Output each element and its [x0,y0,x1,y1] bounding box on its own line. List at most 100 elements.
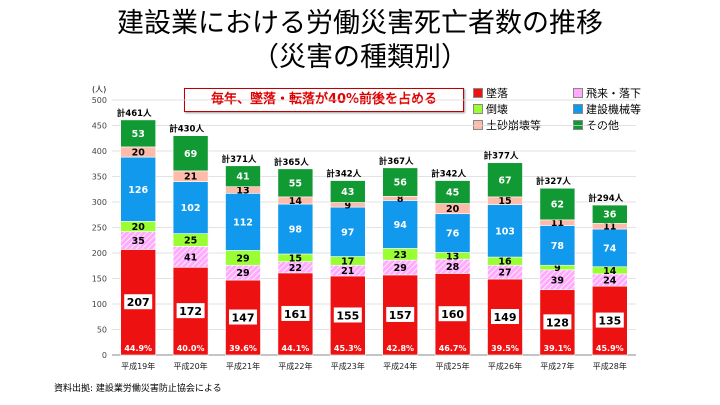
value-label-collapse: 25 [184,235,197,246]
legend-swatch-landslide [473,120,483,130]
value-label-fall: 161 [284,308,307,321]
total-label: 計461人 [117,108,152,119]
value-label-box [333,307,362,323]
value-label-box [124,294,153,310]
value-label-landslide: 21 [184,172,197,183]
legend-label-collapse: 倒壊 [486,103,508,116]
fall-share-label: 39.6% [229,344,257,353]
value-label-machine: 97 [341,227,354,238]
y-tick-label: 250 [92,224,107,233]
bar-segment-machine [434,213,471,253]
value-label-box [543,314,572,330]
y-axis-unit: (人) [92,85,107,94]
value-label-fall: 149 [494,311,517,324]
value-label-collapse: 15 [289,253,302,264]
legend-item-collapse: 倒壊 [473,103,508,117]
legend-swatch-other [573,120,583,130]
y-tick-label: 400 [92,147,107,156]
value-label-fall: 147 [232,312,255,325]
total-label: 計342人 [431,169,466,180]
x-tick-label: 平成28年 [593,361,627,371]
value-label-landslide: 8 [397,194,404,205]
value-label-box [491,309,519,325]
value-label-machine: 126 [128,185,148,196]
legend-label-machine: 建設機械等 [586,103,641,116]
legend-item-machine: 建設機械等 [573,103,641,117]
legend-label-fall: 墜落 [486,87,508,100]
value-label-box [229,309,257,325]
y-tick-label: 350 [92,173,107,182]
value-label-box [176,303,205,319]
total-label: 計294人 [588,193,623,204]
value-label-collapse: 13 [446,251,459,262]
bar-segment-machine [225,193,261,251]
value-label-collapse: 9 [554,263,561,274]
x-tick-label: 平成19年 [121,361,155,371]
bar-segment-other [172,135,209,172]
value-label-fall: 157 [389,309,412,322]
bar-segment-machine [539,225,576,266]
bar-segment-machine [591,228,628,268]
bar-segment-other [329,180,366,203]
value-label-machine: 98 [289,225,303,236]
value-label-collapse: 14 [603,266,617,277]
y-tick-label: 500 [92,96,107,105]
fall-share-label: 39.1% [544,344,572,353]
value-label-landslide: 20 [132,148,146,159]
value-label-flying: 28 [446,262,460,273]
value-label-collapse: 29 [236,253,249,264]
value-label-landslide: 14 [289,196,303,207]
bar-segment-other [434,180,471,204]
bar-segment-other [539,187,576,221]
y-tick-label: 50 [97,326,107,335]
value-label-other: 62 [551,200,564,211]
value-label-fall: 128 [546,316,569,329]
value-label-other: 36 [603,210,617,221]
value-label-machine: 102 [181,203,201,214]
total-label: 計430人 [169,124,204,135]
fall-share-label: 44.9% [124,344,152,353]
value-label-machine: 74 [603,243,617,254]
fall-share-label: 42.8% [386,344,414,353]
bar-segment-machine [487,204,523,258]
y-tick-label: 450 [92,122,107,131]
bar-segment-other [487,162,523,198]
value-label-machine: 78 [551,241,565,252]
value-label-other: 43 [341,187,354,198]
value-label-landslide: 9 [344,200,351,211]
value-label-collapse: 17 [341,256,354,267]
value-label-landslide: 11 [551,218,564,229]
x-tick-label: 平成21年 [226,361,260,371]
value-label-other: 56 [394,178,408,189]
legend-swatch-machine [573,104,583,114]
bar-segment-machine [329,206,366,257]
value-label-landslide: 11 [603,222,616,233]
value-label-machine: 112 [233,217,253,228]
value-label-fall: 207 [127,296,150,309]
value-label-flying: 22 [289,263,302,274]
bar-segment-other [591,204,628,224]
bar-segment-machine [172,181,209,234]
value-label-machine: 76 [446,229,460,240]
value-label-fall: 172 [179,305,202,318]
source-note: 資料出拠: 建設業労働災害防止協会による [54,384,222,394]
value-label-box [386,306,415,322]
y-tick-label: 300 [92,198,107,207]
value-label-flying: 29 [236,268,249,279]
fall-share-label: 40.0% [177,344,205,353]
y-tick-label: 200 [92,249,107,258]
legend-swatch-fall [473,88,483,98]
x-tick-label: 平成27年 [540,361,574,371]
total-label: 計327人 [536,176,571,187]
chart-subtitle: （災害の種類別） [252,42,468,73]
value-label-landslide: 20 [446,204,460,215]
x-tick-label: 平成25年 [436,361,470,371]
bar-segment-other [225,165,261,187]
fall-share-label: 44.1% [282,344,310,353]
value-label-other: 69 [184,149,197,160]
y-tick-label: 150 [92,275,107,284]
fall-share-label: 39.5% [491,344,519,353]
total-label: 計377人 [484,151,519,162]
value-label-collapse: 20 [132,222,146,233]
value-label-collapse: 23 [394,250,407,261]
